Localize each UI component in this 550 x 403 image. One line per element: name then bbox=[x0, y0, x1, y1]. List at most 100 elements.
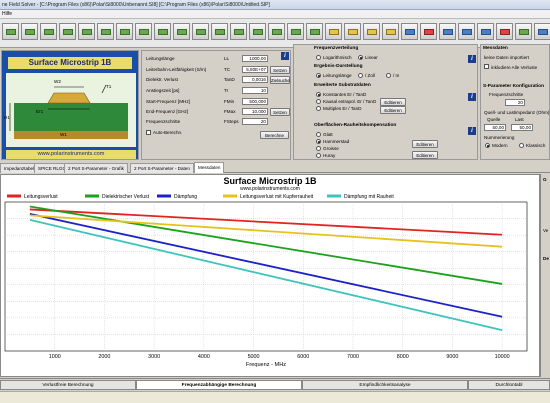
sparam-steps-field[interactable]: 20 bbox=[505, 99, 525, 106]
calculation-mode-tabs: Verlustfreie Berechnung Frequenzabhängig… bbox=[0, 378, 550, 390]
structure-button[interactable] bbox=[21, 23, 38, 40]
structure-button[interactable] bbox=[306, 23, 323, 40]
set-frequency-button[interactable]: Setzen bbox=[270, 108, 290, 116]
numbering-classic-radio[interactable] bbox=[519, 143, 524, 148]
structure-button[interactable] bbox=[477, 23, 494, 40]
structure-button[interactable] bbox=[325, 23, 342, 40]
param-symbol: FMin bbox=[224, 99, 235, 104]
measurement-panel: Messdaten keine Daten importiert inkludi… bbox=[480, 44, 550, 160]
param-label: End-Frequenz [GHz] bbox=[146, 109, 189, 114]
auto-calc-checkbox[interactable] bbox=[146, 130, 151, 135]
legend-label: Dielektrischer Verlust bbox=[102, 194, 150, 200]
output-meter-radio[interactable] bbox=[386, 73, 391, 78]
structure-button[interactable] bbox=[192, 23, 209, 40]
structure-button[interactable] bbox=[116, 23, 133, 40]
structure-button[interactable] bbox=[420, 23, 437, 40]
structure-button[interactable] bbox=[211, 23, 228, 40]
frequency-distribution-title: Frequenzverteilung bbox=[314, 46, 359, 51]
structure-button[interactable] bbox=[534, 23, 550, 40]
rise-time-field[interactable]: 10 bbox=[242, 87, 268, 94]
x-axis-label: Frequenz - MHz bbox=[246, 362, 286, 368]
structure-button[interactable] bbox=[287, 23, 304, 40]
param-symbol: FMax bbox=[224, 109, 236, 114]
structure-button[interactable] bbox=[363, 23, 380, 40]
structure-button[interactable] bbox=[496, 23, 513, 40]
right-label-ve: Ve bbox=[543, 228, 549, 233]
structure-button[interactable] bbox=[344, 23, 361, 40]
line-length-field[interactable]: 1000,00 bbox=[242, 55, 268, 62]
tab-lossless-calc[interactable]: Verlustfreie Berechnung bbox=[0, 380, 136, 390]
info-icon[interactable]: i bbox=[281, 52, 289, 60]
tab-measurement-data[interactable]: Messdaten bbox=[194, 162, 225, 173]
calculate-button[interactable]: Berechne bbox=[260, 131, 289, 139]
info-icon[interactable]: i bbox=[468, 55, 476, 63]
substrate-constant-radio[interactable] bbox=[316, 92, 321, 97]
structure-button[interactable] bbox=[515, 23, 532, 40]
structure-button[interactable] bbox=[401, 23, 418, 40]
structure-button[interactable] bbox=[135, 23, 152, 40]
substrate-multiple-radio[interactable] bbox=[316, 106, 321, 111]
load-impedance-field[interactable]: 50,00 bbox=[511, 124, 533, 131]
roughness-huray-radio[interactable] bbox=[316, 153, 321, 158]
linear-radio[interactable] bbox=[358, 55, 363, 60]
structure-button[interactable] bbox=[97, 23, 114, 40]
structure-button[interactable] bbox=[59, 23, 76, 40]
source-impedance-field[interactable]: 50,00 bbox=[484, 124, 506, 131]
structure-toolbar bbox=[0, 19, 550, 48]
conductivity-field[interactable]: 5,80E+07 bbox=[242, 66, 268, 73]
structure-button[interactable] bbox=[154, 23, 171, 40]
info-icon[interactable]: i bbox=[468, 93, 476, 101]
param-label: Leiterbahn-Leitfähigkeit (S/m) bbox=[146, 67, 207, 72]
menu-item-help[interactable]: Hilfe bbox=[2, 11, 13, 17]
numbering-classic-label: Klassisch bbox=[526, 143, 546, 148]
set-conductivity-button[interactable]: Setzen bbox=[270, 66, 290, 74]
series-line bbox=[29, 214, 503, 248]
x-tick-label: 9000 bbox=[446, 354, 458, 360]
roughness-hammerstad-radio[interactable] bbox=[316, 139, 321, 144]
substrate-causal-radio[interactable] bbox=[316, 99, 321, 104]
structure-button[interactable] bbox=[2, 23, 19, 40]
series-line bbox=[29, 219, 503, 332]
log-radio[interactable] bbox=[316, 55, 321, 60]
structure-button[interactable] bbox=[268, 23, 285, 40]
structure-button[interactable] bbox=[78, 23, 95, 40]
output-line-length-radio[interactable] bbox=[316, 73, 321, 78]
tab-sparam-graph[interactable]: 2 Port S-Parameter - Grafik bbox=[64, 163, 128, 173]
goal-seek-button[interactable]: Zielsuche bbox=[270, 76, 290, 84]
structure-button[interactable] bbox=[458, 23, 475, 40]
structure-button[interactable] bbox=[40, 23, 57, 40]
tab-sensitivity-analysis[interactable]: Empfindlichkeitsanalyse bbox=[302, 380, 468, 390]
output-inch-radio[interactable] bbox=[358, 73, 363, 78]
info-icon[interactable]: i bbox=[468, 127, 476, 135]
loss-tangent-field[interactable]: 0,0016 bbox=[242, 76, 268, 83]
start-frequency-field[interactable]: 500,000 bbox=[242, 98, 268, 105]
structure-button[interactable] bbox=[439, 23, 456, 40]
microstrip-cross-section bbox=[6, 73, 136, 147]
roughness-hammerstad-label: Hammerstad bbox=[323, 139, 350, 144]
structure-button[interactable] bbox=[230, 23, 247, 40]
status-bar bbox=[0, 391, 550, 403]
structure-title: Surface Microstrip 1B bbox=[8, 57, 132, 69]
x-tick-label: 2000 bbox=[98, 354, 110, 360]
structure-button[interactable] bbox=[173, 23, 190, 40]
edit-substrate-button[interactable]: Editieren bbox=[380, 98, 406, 106]
include-losses-checkbox[interactable] bbox=[484, 64, 489, 69]
roughness-groisse-radio[interactable] bbox=[316, 146, 321, 151]
measurement-status: keine Daten importiert bbox=[484, 55, 529, 60]
tab-via[interactable]: Durchlontabl bbox=[468, 380, 550, 390]
roughness-smooth-radio[interactable] bbox=[316, 132, 321, 137]
tab-sparam-data[interactable]: 2 Port S-Parameter - Daten bbox=[130, 163, 194, 173]
edit-huray-button[interactable]: Editieren bbox=[412, 151, 438, 159]
edit-roughness-button[interactable]: Editieren bbox=[412, 140, 438, 148]
frequency-steps-field[interactable]: 20 bbox=[242, 118, 268, 125]
edit-multiple-button[interactable]: Editieren bbox=[380, 106, 406, 114]
roughness-huray-label: Huray bbox=[323, 153, 336, 158]
structure-button[interactable] bbox=[249, 23, 266, 40]
frequency-panel: Frequenzverteilung Logarithmisch Linear … bbox=[293, 44, 478, 160]
end-frequency-field[interactable]: 10,000 bbox=[242, 108, 268, 115]
tab-frequency-calc[interactable]: Frequenzabhängige Berechnung bbox=[136, 380, 302, 390]
structure-button[interactable] bbox=[382, 23, 399, 40]
param-symbol: Tr bbox=[224, 88, 229, 93]
numbering-modern-radio[interactable] bbox=[485, 143, 490, 148]
menubar: Hilfe bbox=[0, 10, 550, 19]
